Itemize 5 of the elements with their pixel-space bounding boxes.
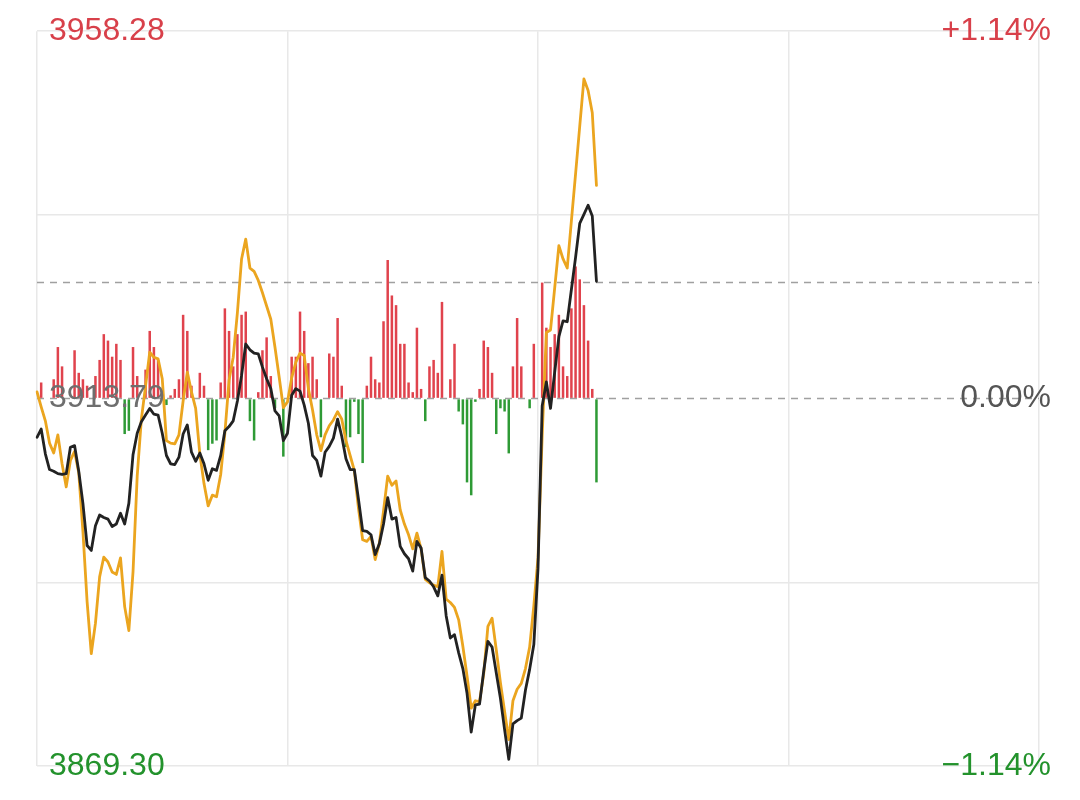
- y-tick-label: 3958.28: [49, 11, 165, 48]
- y2-tick-label: +1.14%: [941, 11, 1051, 48]
- y2-tick-label: 0.00%: [960, 378, 1051, 415]
- y-tick-label: 3869.30: [49, 745, 165, 782]
- y2-tick-label: −1.14%: [941, 745, 1051, 782]
